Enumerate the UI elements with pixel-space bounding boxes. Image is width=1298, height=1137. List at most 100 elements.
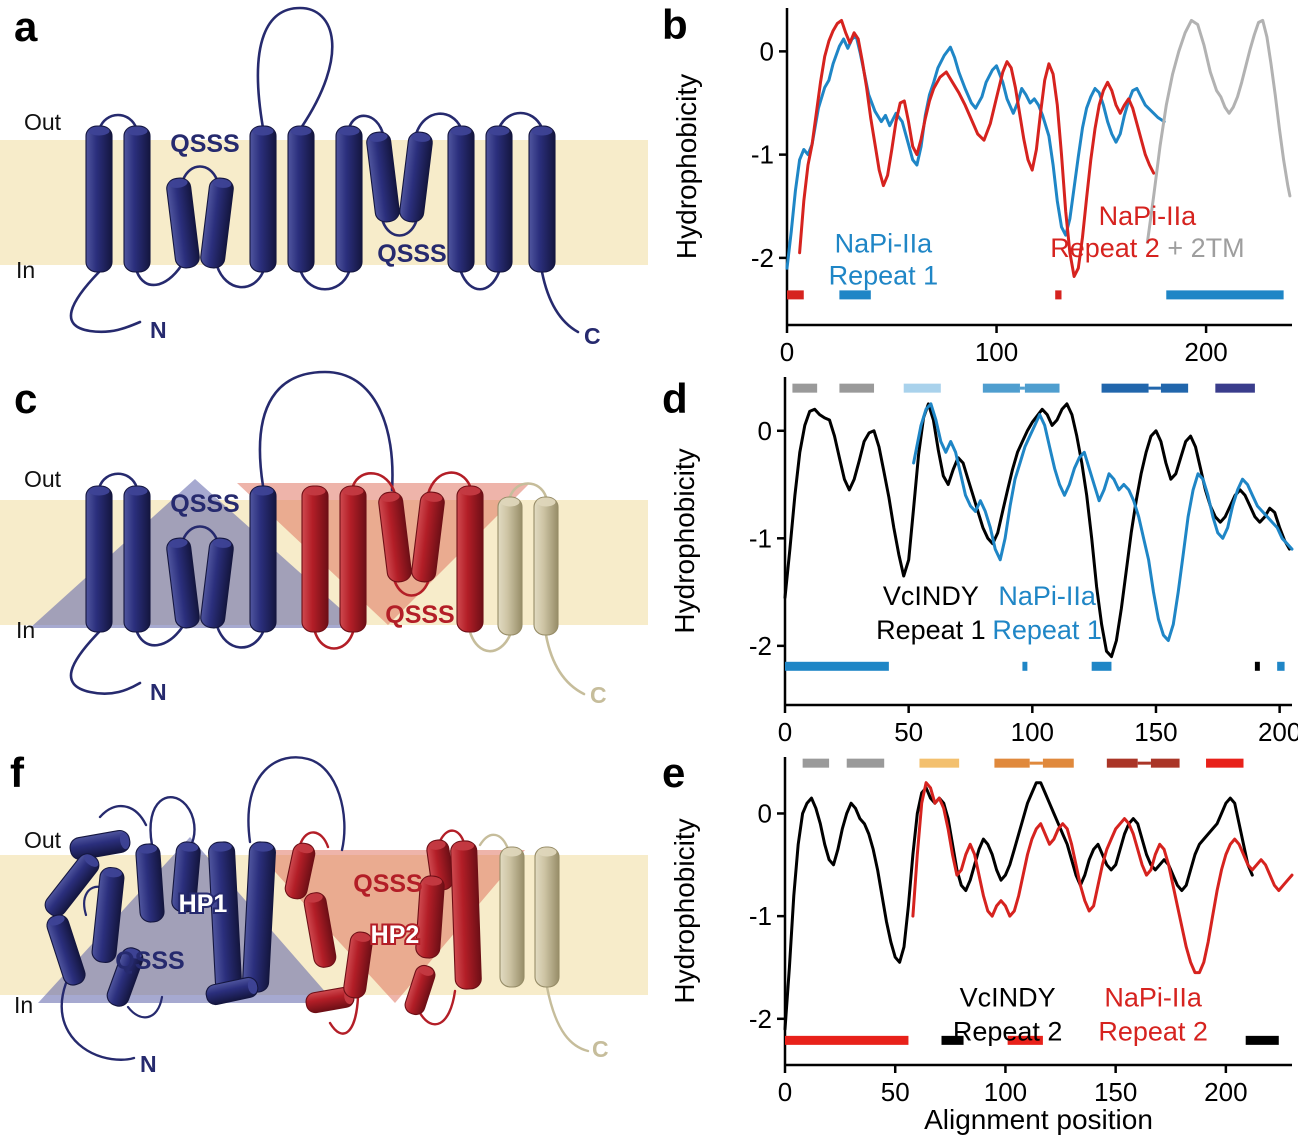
tm-helix-navy	[123, 125, 151, 273]
c-terminus-label: C	[592, 1036, 609, 1062]
connecting-loop	[351, 471, 397, 496]
tm-helix-navy	[528, 125, 556, 273]
legend-text: Repeat 1	[876, 615, 986, 645]
helix-cap	[531, 126, 553, 136]
connecting-loop	[426, 471, 472, 496]
y-tick-label: -2	[749, 631, 772, 661]
tm-segment-bar	[982, 383, 1020, 393]
panel-b-letter: b	[662, 1, 688, 48]
helix-cap	[423, 492, 443, 502]
tm-segment-bar	[1024, 383, 1060, 393]
connecting-loop	[98, 804, 148, 827]
tm-helix-navy	[166, 537, 200, 629]
x-tick-label: 200	[1258, 717, 1298, 747]
connecting-loop	[313, 630, 355, 650]
helix-cap	[488, 126, 510, 136]
tm-helix-navy	[135, 843, 165, 923]
panel-d-letter: d	[662, 375, 688, 422]
tm-helix-red	[450, 840, 482, 990]
tm-helix-navy	[69, 829, 131, 861]
legend-text: NaPi-IIa	[1104, 982, 1203, 1012]
panel-c-letter: c	[14, 375, 38, 422]
tm-helix-navy	[287, 125, 315, 273]
connecting-loop	[347, 114, 385, 136]
qsss-blue-label: QSSS	[115, 947, 184, 975]
tm-segment-bar	[941, 1035, 964, 1045]
helix-cap	[304, 486, 326, 496]
tm-helix-navy	[249, 125, 277, 273]
legend-text: Repeat 1	[992, 615, 1102, 645]
x-tick-label: 150	[1134, 717, 1177, 747]
helix-cap	[83, 854, 99, 867]
helix-cap	[88, 126, 110, 136]
x-tick-label: 200	[1204, 1077, 1247, 1107]
connecting-loop	[381, 220, 418, 237]
hydropathy-curve-vcindy-repeat-2	[783, 781, 1254, 1031]
hydropathy-curve-napi-iia-repeat-2	[911, 781, 1294, 975]
connecting-loop	[258, 370, 394, 492]
y-tick-label: -2	[751, 243, 774, 273]
tm-segment-bar	[1029, 761, 1043, 765]
x-tick-label: 200	[1184, 337, 1227, 367]
tm-segment-bar	[785, 1035, 909, 1045]
helix-cap	[368, 132, 388, 142]
x-tick-label: 0	[778, 1077, 792, 1107]
tm-segment-bar	[1042, 758, 1074, 768]
tm-helix-red	[404, 964, 436, 1016]
connecting-loop	[181, 165, 219, 182]
tm-segment-bar	[1277, 661, 1285, 671]
tm-helix-navy	[366, 131, 400, 223]
connecting-loop	[69, 270, 142, 334]
helix-cap	[126, 486, 148, 496]
tm-segment-bar	[1019, 386, 1025, 390]
tm-helix-navy	[249, 485, 277, 633]
connecting-loop	[544, 633, 586, 696]
tm-segment-bar	[1022, 661, 1028, 671]
tm-helix-navy	[200, 177, 234, 269]
legend-text: NaPi-IIa	[1099, 201, 1198, 231]
connecting-loop	[83, 885, 102, 917]
tm-segment-bar	[846, 758, 885, 768]
helix-cap	[353, 932, 371, 942]
qsss-upper-label: QSSS	[170, 130, 239, 158]
tm-helix-tan	[533, 496, 559, 636]
tm-helix-red	[378, 491, 412, 583]
tm-helix-red	[415, 875, 445, 959]
helix-cap	[305, 893, 323, 903]
helix-cap	[252, 842, 274, 852]
qsss-blue-label: QSSS	[170, 490, 239, 518]
legend-text: NaPi-IIa	[835, 229, 934, 259]
connecting-loop	[215, 264, 265, 289]
tm-helix-tan	[497, 496, 523, 636]
connecting-loop	[215, 624, 265, 649]
legend-text: VcINDY	[960, 982, 1056, 1012]
connecting-loop	[69, 630, 142, 695]
tm-segment-bar	[994, 758, 1030, 768]
helix-cap	[88, 486, 110, 496]
tm-helix-navy	[46, 914, 86, 986]
tm-helix-navy	[166, 177, 200, 269]
tm-segment-bar	[903, 383, 941, 393]
tm-helix-navy	[91, 867, 125, 963]
connecting-loop	[478, 833, 510, 851]
y-axis-label: Hydrophobicity	[671, 74, 702, 259]
tm-segment-bar	[1091, 661, 1112, 671]
x-tick-label: 0	[778, 717, 792, 747]
qsss-red-label: QSSS	[385, 601, 454, 629]
out-label: Out	[24, 109, 62, 135]
c-terminus-label: C	[590, 682, 607, 708]
tm-helix-navy	[485, 125, 513, 273]
in-label: In	[16, 257, 35, 283]
legend-text: Repeat 2	[953, 1016, 1063, 1046]
helix-cap	[138, 844, 158, 854]
tm-segment-bar	[839, 383, 875, 393]
panel-f-letter: f	[10, 749, 24, 796]
tm-segment-bar	[1055, 290, 1062, 300]
connecting-loop	[468, 630, 512, 653]
x-tick-label: 150	[1094, 1077, 1137, 1107]
tm-helix-navy	[106, 947, 144, 1007]
helix-cap	[342, 486, 364, 496]
n-terminus-label: N	[140, 1051, 157, 1077]
connecting-loop	[97, 472, 139, 490]
